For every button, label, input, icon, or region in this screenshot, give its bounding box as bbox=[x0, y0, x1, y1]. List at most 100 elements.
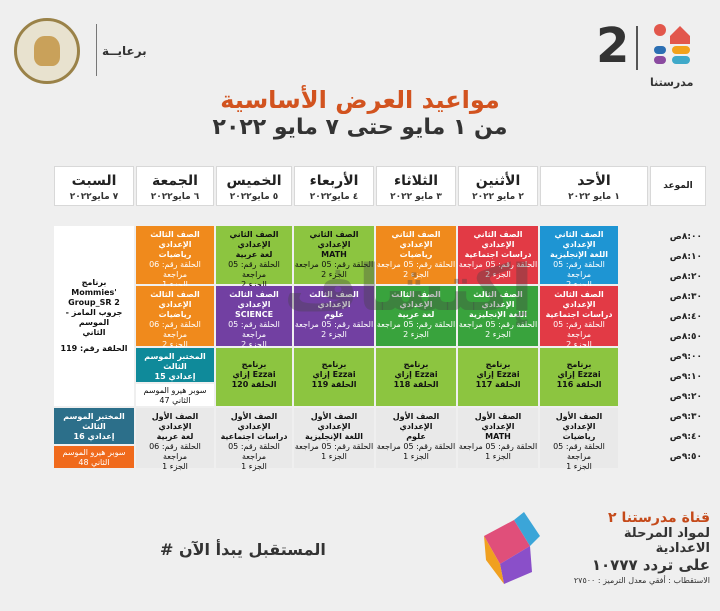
program-cell: الصف الثالث الإعدادي اللغة الإنجليزية الحل… bbox=[458, 286, 538, 346]
hashtag: # المستقبل يبدأ الآن bbox=[160, 540, 326, 559]
program-cell: الصف الأول الإعدادي علوم الحلقة رقم: 05 مر… bbox=[376, 408, 456, 468]
program-cell: الصف الأول الإعدادي MATH الحلقة رقم: 05 مر… bbox=[458, 408, 538, 468]
program-cell: المختبر الموسم الثالث إعدادي 16 bbox=[54, 408, 134, 444]
channel-tagline: لمواد المرحلة الاعدادية bbox=[623, 526, 710, 556]
episode-label: الحلقة رقم: 05 مراجعة bbox=[228, 442, 280, 461]
subject-label: دراسات اجتماعية bbox=[464, 250, 532, 259]
episode-label: الحلقة 120 bbox=[231, 380, 277, 389]
episode-label: الحلقة رقم: 05 مراجعة bbox=[553, 260, 605, 279]
episode-label: الثاني 47 bbox=[159, 396, 191, 405]
program-cell: برنامج إزاي Ezzai الحلقة 118 bbox=[376, 348, 456, 406]
subject-label: اللغة الإنجليزية bbox=[550, 250, 608, 259]
part-label: الجزء 2 bbox=[241, 340, 267, 349]
episode-label: الحلقة رقم: 05 مراجعة bbox=[228, 260, 280, 279]
episode-label: الحلقة رقم: 05 مراجعة bbox=[458, 442, 538, 451]
episode-label: الحلقة رقم: 05 مراجعة bbox=[553, 442, 605, 461]
grade-label: الصف الثالث الإعدادي bbox=[150, 230, 200, 249]
grade-label: الصف الأول الإعدادي bbox=[392, 412, 440, 431]
divider bbox=[636, 26, 638, 70]
day-date: ١ مايو ٢٠٢٢ bbox=[568, 192, 620, 202]
part-label: الجزء 2 bbox=[321, 270, 347, 279]
program-title: سوبر هيرو الموسم bbox=[143, 386, 207, 395]
part-label: الجزء 2 bbox=[485, 270, 511, 279]
subject-label: رياضيات bbox=[158, 310, 192, 319]
subject-label: اللغة الإنجليزية bbox=[469, 310, 527, 319]
part-label: الجزء 1 bbox=[403, 452, 429, 461]
episode-label: الحلقة 117 bbox=[475, 380, 521, 389]
program-cell: برنامج إزاي Ezzai الحلقة 119 bbox=[294, 348, 374, 406]
page-subtitle: من ١ مايو حتى ٧ مايو ٢٠٢٢ bbox=[212, 115, 508, 140]
program-cell: الصف الأول الإعدادي لغة عربية الحلقة رقم: … bbox=[136, 408, 214, 471]
page-title: مواعيد العرض الأساسية bbox=[220, 86, 500, 114]
subject-label: دراسات اجتماعية bbox=[545, 310, 613, 319]
ministry-seal-icon bbox=[14, 18, 80, 84]
episode-label: الحلقة رقم: 06 مراجعة bbox=[149, 320, 201, 339]
program-title: Mommies' Group_SR 2 bbox=[68, 288, 120, 307]
program-label: برنامج bbox=[566, 360, 592, 369]
part-label: الجزء 2 bbox=[566, 280, 592, 289]
grade-label: الصف الثالث الإعدادي bbox=[309, 290, 359, 309]
program-cell: سوبر هيرو الموسم الثاني 48 bbox=[54, 446, 134, 468]
subject-label: علوم bbox=[406, 432, 426, 441]
episode-label: الحلقة 116 bbox=[556, 380, 602, 389]
episode-label: الحلقة رقم: 05 مراجعة bbox=[228, 320, 280, 339]
program-cell: سوبر هيرو الموسم الثاني 47 bbox=[136, 384, 214, 406]
grade-label: الصف الثاني الإعدادي bbox=[309, 230, 359, 249]
grade-label: الصف الأول الإعدادي bbox=[555, 412, 603, 431]
grade-label: الصف الثاني الإعدادي bbox=[473, 230, 523, 249]
time-label: الموعد bbox=[663, 181, 693, 191]
channel-brand: مدرستنا bbox=[650, 76, 694, 89]
day-date: ٤ مايو٢٠٢٢ bbox=[309, 192, 359, 202]
day-name: الجمعة bbox=[152, 173, 198, 189]
episode-label: الحلقة 118 bbox=[393, 380, 439, 389]
program-cell: الصف الثاني الإعدادي اللغة الإنجليزية الحل… bbox=[540, 226, 618, 289]
column-header-wednesday: الأربعاء ٤ مايو٢٠٢٢ bbox=[294, 166, 374, 206]
program-cell: برنامج Mommies' Group_SR 2 جروب المامز - ا… bbox=[54, 226, 134, 406]
subject-label: رياضيات bbox=[158, 250, 192, 259]
grade-label: الصف الثالث الإعدادي bbox=[554, 290, 604, 309]
grade-label: الصف الثالث الإعدادي bbox=[150, 290, 200, 309]
divider bbox=[96, 24, 97, 76]
column-header-tuesday: الثلاثاء ٣ مايو ٢٠٢٢ bbox=[376, 166, 456, 206]
time-slot: ٨:٢٠ص bbox=[669, 272, 702, 282]
program-title: سوبر هيرو الموسم bbox=[62, 448, 126, 457]
subject-label: لغة عربية bbox=[397, 310, 435, 319]
subject-label: رياضيات bbox=[562, 432, 596, 441]
program-title: المختبر الموسم الثالث bbox=[63, 412, 125, 431]
time-slot: ٨:٤٠ص bbox=[669, 312, 702, 322]
program-cell: برنامج إزاي Ezzai الحلقة 120 bbox=[216, 348, 292, 406]
program-cell: الصف الثالث الإعدادي SCIENCE الحلقة رقم: 0… bbox=[216, 286, 292, 349]
day-date: ٧ مايو٢٠٢٢ bbox=[69, 192, 119, 202]
subject-label: لغة عربية bbox=[156, 432, 194, 441]
program-cell: الصف الثاني الإعدادي لغة عربية الحلقة رقم:… bbox=[216, 226, 292, 289]
column-header-thursday: الخميس ٥ مايو٢٠٢٢ bbox=[216, 166, 292, 206]
program-cell: الصف الثاني الإعدادي MATH الحلقة رقم: 05 م… bbox=[294, 226, 374, 284]
day-date: ٦ مايو٢٠٢٢ bbox=[150, 192, 200, 202]
episode-label: الحلقة رقم: 05 مراجعة bbox=[376, 320, 456, 329]
program-label: برنامج bbox=[485, 360, 511, 369]
time-slot: ٩:١٠ص bbox=[669, 372, 702, 382]
part-label: الجزء 1 bbox=[241, 462, 267, 471]
grade-label: الصف الأول الإعدادي bbox=[310, 412, 358, 431]
program-title: إزاي Ezzai bbox=[232, 370, 276, 379]
part-label: الجزء 1 bbox=[485, 452, 511, 461]
time-slot: ٩:٢٠ص bbox=[669, 392, 702, 402]
program-label: برنامج bbox=[403, 360, 429, 369]
time-slot: ٩:٠٠ص bbox=[669, 352, 702, 362]
channel-name: قناة مدرستنا ٢ bbox=[608, 510, 710, 526]
episode-label: الحلقة رقم: 05 مراجعة bbox=[458, 320, 538, 329]
channel-frequency: على تردد ١٠٧٧٧ bbox=[591, 556, 710, 574]
time-slot: ٩:٤٠ص bbox=[669, 432, 702, 442]
episode-label: إعدادي 15 bbox=[154, 372, 196, 381]
program-title: إزاي Ezzai bbox=[394, 370, 438, 379]
program-cell: الصف الثالث الإعدادي رياضيات الحلقة رقم: 0… bbox=[136, 226, 214, 289]
sponsor-label: برعايــة bbox=[102, 44, 147, 58]
grade-label: الصف الثاني الإعدادي bbox=[554, 230, 604, 249]
program-label: برنامج bbox=[321, 360, 347, 369]
episode-label: الحلقة رقم: 05 مراجعة bbox=[376, 260, 456, 269]
program-cell: الصف الثالث الإعدادي رياضيات الحلقة رقم: 0… bbox=[136, 286, 214, 349]
part-label: الجزء 2 bbox=[403, 330, 429, 339]
channel-info: قناة مدرستنا ٢ لمواد المرحلة الاعدادية ع… bbox=[570, 510, 710, 590]
column-header-monday: الأثنين ٢ مايو ٢٠٢٢ bbox=[458, 166, 538, 206]
program-cell: الصف الأول الإعدادي رياضيات الحلقة رقم: 05… bbox=[540, 408, 618, 471]
